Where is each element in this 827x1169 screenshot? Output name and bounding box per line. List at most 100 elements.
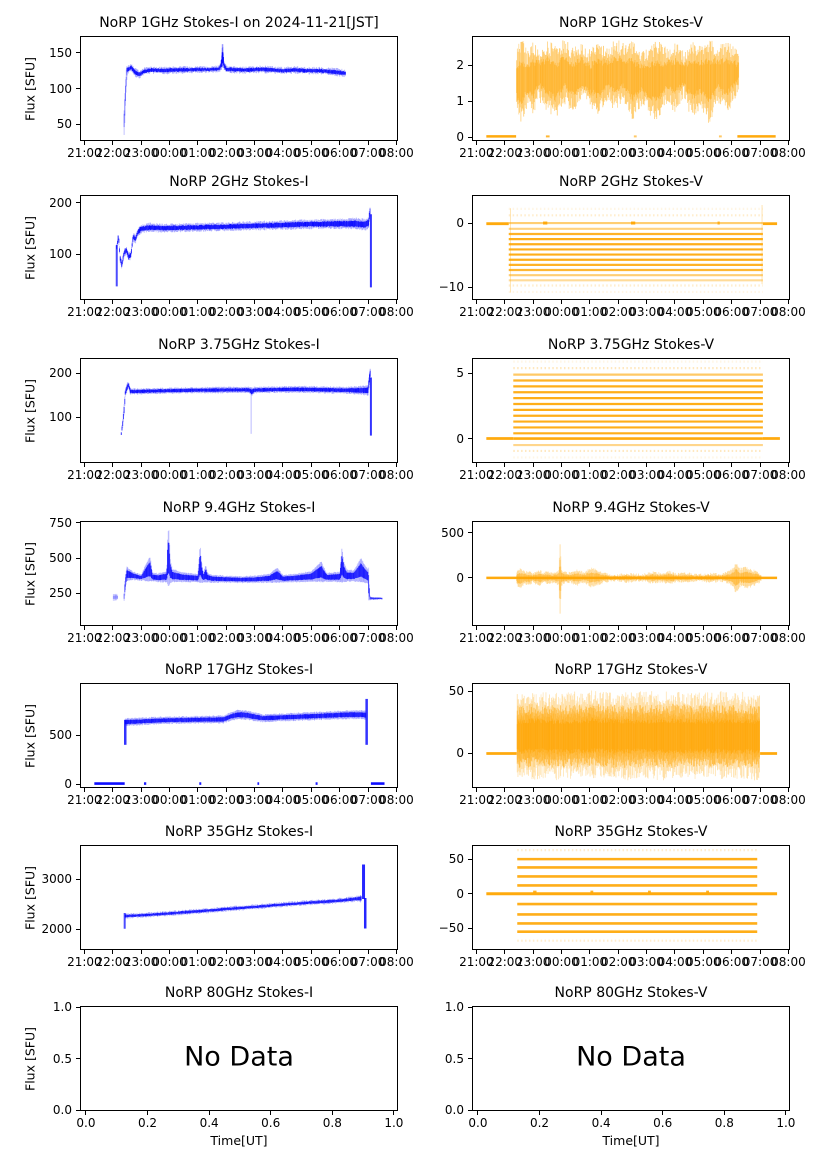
xtick-mark-1ghz-i-7	[282, 141, 284, 145]
ytick-label-35ghz-v-1: 0	[456, 886, 464, 901]
axes-17ghz-v	[472, 683, 790, 788]
xtick-mark-2ghz-i-7	[282, 300, 284, 304]
xtick-mark-3.75ghz-v-7	[674, 463, 676, 467]
xtick-mark-9.4ghz-i-10	[367, 626, 369, 630]
xtick-label-35ghz-v-2: 23:00	[515, 955, 551, 969]
xtick-mark-3.75ghz-v-4	[589, 463, 591, 467]
xtick-label-17ghz-v-7: 04:00	[657, 793, 693, 807]
xtick-label-3.75ghz-v-9: 06:00	[714, 468, 749, 482]
xtick-label-35ghz-v-1: 22:00	[487, 955, 523, 969]
xtick-mark-17ghz-v-2	[532, 788, 534, 792]
xtick-label-2ghz-i-1: 22:00	[95, 305, 131, 319]
xtick-label-35ghz-i-0: 21:00	[67, 955, 102, 969]
xtick-mark-1ghz-v-3	[561, 141, 562, 145]
ytick-label-9.4ghz-v-0: 0	[456, 570, 464, 585]
ytick-mark-80ghz-i-2	[76, 1006, 80, 1008]
ytick-label-9.4ghz-i-0: 250	[49, 586, 72, 601]
xtick-mark-1ghz-v-7	[674, 141, 676, 145]
xtick-label-3.75ghz-i-3: 00:00	[152, 468, 187, 482]
panel-title-3.75ghz-i: NoRP 3.75GHz Stokes-I	[158, 337, 320, 353]
xtick-label-9.4ghz-v-8: 05:00	[686, 631, 721, 645]
xtick-mark-2ghz-i-6	[254, 300, 256, 304]
axes-35ghz-i	[80, 845, 398, 950]
xtick-mark-17ghz-i-6	[254, 788, 256, 792]
ylabel-80ghz-i: Flux [SFU]	[22, 1026, 38, 1091]
xtick-label-2ghz-i-7: 04:00	[265, 305, 301, 319]
xtick-mark-1ghz-v-8	[702, 141, 704, 145]
xtick-label-35ghz-v-3: 00:00	[544, 955, 579, 969]
xtick-mark-9.4ghz-i-8	[310, 626, 312, 630]
xtick-mark-35ghz-i-10	[367, 950, 369, 954]
xtick-label-9.4ghz-i-10: 07:00	[350, 631, 386, 645]
xtick-mark-80ghz-v-1	[539, 1111, 541, 1115]
xtick-label-17ghz-v-1: 22:00	[487, 793, 523, 807]
xtick-mark-1ghz-v-2	[532, 141, 534, 145]
xtick-mark-3.75ghz-i-11	[395, 463, 397, 467]
ytick-mark-1ghz-v-1	[468, 100, 472, 102]
xlabel-80ghz-i: Time[UT]	[210, 1133, 268, 1148]
xtick-label-17ghz-v-3: 00:00	[544, 793, 579, 807]
plot-area-1ghz-i	[81, 37, 397, 140]
xtick-label-1ghz-i-7: 04:00	[265, 146, 301, 160]
xtick-mark-17ghz-i-0	[83, 788, 85, 792]
xtick-mark-17ghz-v-1	[504, 788, 506, 792]
xtick-mark-35ghz-i-4	[197, 950, 199, 954]
ytick-mark-2ghz-i-1	[76, 202, 80, 204]
xtick-label-35ghz-v-11: 08:00	[771, 955, 806, 969]
xtick-mark-80ghz-v-2	[600, 1111, 602, 1115]
xtick-label-1ghz-i-1: 22:00	[95, 146, 131, 160]
xtick-label-9.4ghz-i-8: 05:00	[294, 631, 329, 645]
xtick-label-3.75ghz-i-2: 23:00	[123, 468, 159, 482]
ytick-label-35ghz-v-2: −50	[438, 921, 464, 936]
xtick-mark-1ghz-v-9	[731, 141, 733, 145]
xtick-mark-3.75ghz-v-5	[617, 463, 619, 467]
xtick-mark-2ghz-v-1	[504, 300, 506, 304]
xtick-label-1ghz-i-4: 01:00	[180, 146, 216, 160]
xtick-mark-80ghz-v-5	[785, 1111, 787, 1115]
xtick-label-2ghz-v-6: 03:00	[629, 305, 664, 319]
xtick-mark-3.75ghz-i-3	[169, 463, 170, 467]
xtick-mark-35ghz-v-2	[532, 950, 534, 954]
xtick-label-35ghz-v-0: 21:00	[459, 955, 494, 969]
xtick-mark-3.75ghz-v-10	[759, 463, 761, 467]
ytick-mark-9.4ghz-i-0	[76, 592, 80, 594]
xtick-mark-1ghz-i-3	[169, 141, 170, 145]
xtick-mark-9.4ghz-v-3	[561, 626, 562, 630]
xtick-mark-9.4ghz-i-5	[225, 626, 227, 630]
ytick-label-80ghz-i-0: 0.0	[52, 1103, 72, 1117]
xtick-mark-3.75ghz-i-0	[83, 463, 85, 467]
xtick-mark-80ghz-v-4	[723, 1111, 725, 1115]
xtick-label-2ghz-i-5: 02:00	[208, 305, 244, 319]
xtick-label-35ghz-i-11: 08:00	[379, 955, 414, 969]
xtick-label-2ghz-i-11: 08:00	[379, 305, 414, 319]
ytick-mark-17ghz-v-1	[468, 690, 472, 692]
ytick-mark-35ghz-i-1	[76, 878, 80, 880]
ytick-label-9.4ghz-v-1: 500	[441, 525, 464, 540]
xtick-label-17ghz-v-0: 21:00	[459, 793, 494, 807]
xtick-mark-9.4ghz-v-7	[674, 626, 676, 630]
xtick-mark-3.75ghz-i-5	[225, 463, 227, 467]
xtick-mark-2ghz-v-4	[589, 300, 591, 304]
xtick-mark-35ghz-v-5	[617, 950, 619, 954]
xtick-mark-9.4ghz-v-8	[702, 626, 704, 630]
xtick-label-9.4ghz-i-6: 03:00	[237, 631, 272, 645]
xtick-mark-1ghz-v-6	[646, 141, 648, 145]
ylabel-17ghz-i: Flux [SFU]	[22, 703, 38, 768]
xtick-label-2ghz-i-10: 07:00	[350, 305, 386, 319]
xtick-mark-2ghz-v-2	[532, 300, 534, 304]
ytick-label-2ghz-i-0: 100	[49, 247, 72, 262]
xtick-mark-17ghz-i-10	[367, 788, 369, 792]
xtick-label-35ghz-i-1: 22:00	[95, 955, 131, 969]
xtick-mark-35ghz-v-0	[475, 950, 477, 954]
xtick-label-1ghz-v-9: 06:00	[714, 146, 749, 160]
xtick-label-2ghz-v-1: 22:00	[487, 305, 523, 319]
ytick-label-3.75ghz-v-0: 0	[456, 431, 464, 446]
ytick-label-35ghz-i-1: 3000	[41, 872, 72, 886]
xtick-mark-1ghz-i-2	[140, 141, 142, 145]
axes-1ghz-v	[472, 36, 790, 141]
ytick-mark-35ghz-v-0	[468, 858, 472, 860]
xtick-label-2ghz-i-9: 06:00	[322, 305, 357, 319]
xtick-label-9.4ghz-i-2: 23:00	[123, 631, 159, 645]
ytick-mark-35ghz-v-1	[468, 893, 472, 895]
